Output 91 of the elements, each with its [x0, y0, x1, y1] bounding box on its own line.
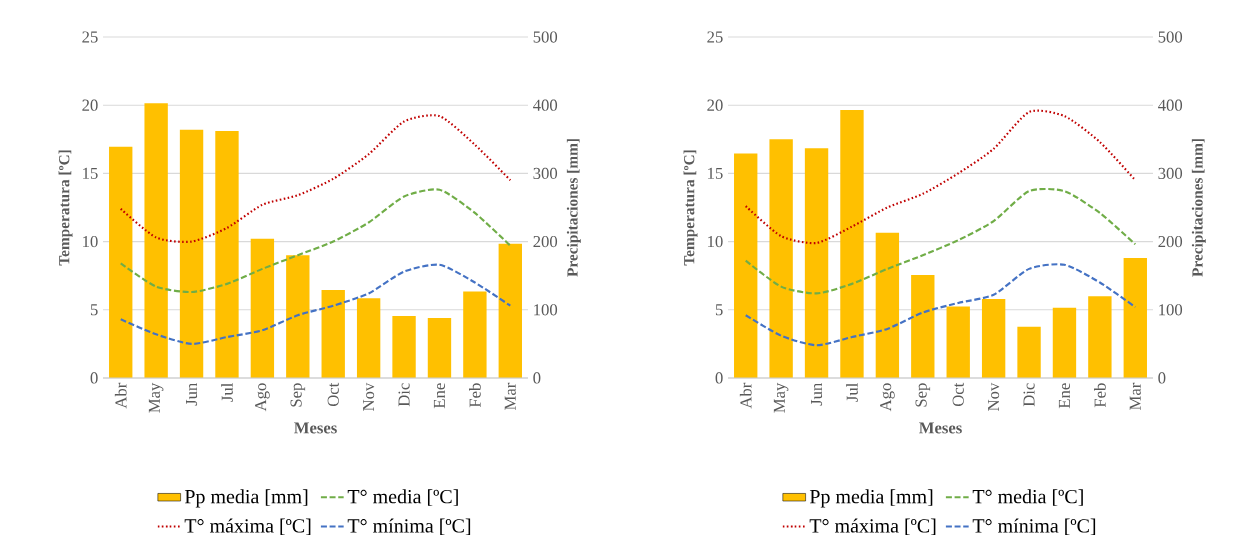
x-tick-label: Feb	[1094, 383, 1106, 408]
y2-tick-label: 300	[533, 167, 558, 180]
bar	[1052, 307, 1077, 378]
bar	[427, 317, 452, 378]
y2-tick-label: 500	[533, 31, 558, 43]
x-tick-label: Sep	[290, 383, 306, 407]
x-axis-title: Meses	[294, 422, 337, 434]
y-tick-label: 0	[90, 372, 98, 384]
x-tick-label: Jun	[811, 382, 823, 406]
y-tick-label: 25	[82, 31, 98, 43]
y-tick-label: 20	[707, 99, 723, 111]
y-tick-label: 25	[707, 31, 723, 43]
y2-tick-label: 0	[533, 372, 541, 384]
bar	[946, 306, 970, 378]
bar	[804, 148, 829, 378]
x-tick-label: Abr	[739, 382, 752, 409]
y-tick-label: 15	[708, 167, 723, 179]
bar	[498, 243, 522, 378]
x-tick-label: Feb	[469, 383, 481, 408]
bar	[911, 275, 935, 378]
x-tick-label: Oct	[327, 382, 339, 407]
x-tick-label: Dic	[398, 383, 410, 407]
legend-label: T° mínima [ºC]	[347, 518, 471, 536]
x-tick-label: Oct	[952, 382, 964, 407]
legend-label: Pp media [mm]	[184, 489, 308, 508]
x-tick-label: Sep	[915, 383, 931, 407]
legend-label: T° mínima [ºC]	[972, 518, 1096, 536]
y-tick-label: 0	[715, 372, 723, 384]
y2-tick-label: 200	[533, 235, 558, 248]
y2-tick-label: 0	[1158, 372, 1166, 384]
y-axis-title: Temperatura [ºC]	[683, 150, 698, 266]
x-tick-label: Jul	[221, 383, 233, 402]
line-series	[119, 188, 512, 294]
bar	[356, 298, 381, 378]
legend-label: T° media [ºC]	[347, 489, 458, 506]
bar	[1088, 296, 1112, 378]
bar	[463, 291, 487, 378]
x-tick-label: Mar	[1129, 382, 1141, 410]
x-tick-label: Ago	[255, 383, 270, 412]
bar	[392, 315, 416, 378]
y2-tick-label: 400	[533, 99, 558, 111]
bar	[840, 109, 864, 378]
y-tick-label: 10	[83, 235, 98, 248]
bar	[734, 153, 758, 378]
y2-axis-title: Precipitaciones [mm]	[566, 139, 581, 277]
y2-tick-label: 100	[534, 304, 558, 316]
y2-tick-label: 300	[1158, 167, 1183, 180]
line-series	[119, 263, 512, 345]
y2-tick-label: 100	[1159, 304, 1183, 316]
bar	[179, 129, 204, 378]
line-series	[744, 263, 1137, 347]
x-tick-label: Jun	[186, 382, 198, 406]
y-tick-label: 20	[82, 99, 98, 111]
y-tick-label: 5	[90, 304, 98, 316]
x-tick-label: Nov	[363, 382, 375, 411]
y-tick-label: 15	[83, 167, 98, 179]
bar	[981, 298, 1006, 378]
y2-tick-label: 500	[1158, 31, 1183, 43]
legend-label: Pp media [mm]	[809, 489, 933, 508]
x-tick-label: Ene	[433, 383, 446, 409]
legend-label: T° máxima [ºC]	[809, 518, 936, 536]
y2-tick-label: 200	[1158, 235, 1183, 248]
x-tick-label: Nov	[988, 382, 1000, 411]
line-series	[744, 109, 1137, 245]
y-tick-label: 5	[715, 304, 723, 316]
bar	[769, 139, 793, 378]
x-tick-label: Ago	[880, 383, 895, 412]
bar	[875, 232, 900, 378]
x-tick-label: Jul	[846, 383, 858, 402]
bar	[144, 103, 168, 378]
bar	[286, 255, 310, 378]
x-tick-label: Ene	[1058, 383, 1070, 409]
x-tick-label: Abr	[114, 382, 127, 409]
y2-tick-label: 400	[1158, 99, 1183, 111]
bar	[1017, 326, 1041, 378]
y-axis-title: Temperatura [ºC]	[58, 150, 73, 266]
x-axis-title: Meses	[919, 422, 962, 434]
bar	[250, 238, 275, 378]
legend-label: T° máxima [ºC]	[184, 518, 311, 536]
legend-label: T° media [ºC]	[972, 489, 1083, 506]
bar	[1123, 257, 1147, 378]
y-tick-label: 10	[708, 235, 723, 248]
x-tick-label: Dic	[1023, 383, 1035, 407]
x-tick-label: May	[148, 382, 164, 413]
y2-axis-title: Precipitaciones [mm]	[1191, 139, 1206, 277]
line-series	[119, 114, 512, 243]
bar	[109, 146, 133, 378]
x-tick-label: Mar	[504, 382, 516, 410]
x-tick-label: May	[773, 382, 789, 413]
bar	[215, 131, 239, 378]
bar	[321, 290, 345, 378]
